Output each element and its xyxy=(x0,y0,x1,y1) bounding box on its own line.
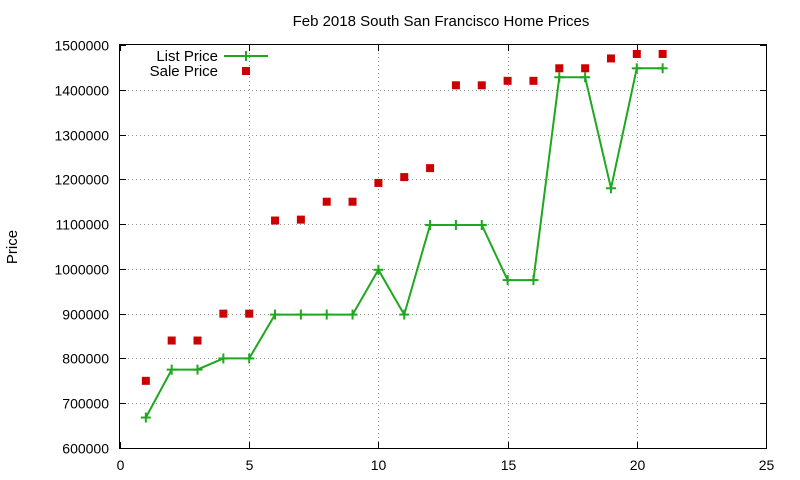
legend-marker-list-price xyxy=(241,51,251,61)
x-tick-label: 15 xyxy=(501,457,517,473)
y-tick-label: 1500000 xyxy=(54,38,109,54)
list-price-point xyxy=(166,364,177,375)
sale-price-point xyxy=(606,54,615,63)
list-price-point xyxy=(321,309,332,320)
list-price-point xyxy=(244,353,255,364)
sale-price-point xyxy=(271,216,280,225)
sale-price-point xyxy=(400,173,409,182)
sale-price-point xyxy=(296,215,305,224)
legend: List Price Sale Price xyxy=(150,48,268,80)
sale-price-point xyxy=(503,76,512,85)
y-tick-label: 700000 xyxy=(62,396,109,412)
x-tick-label: 5 xyxy=(246,457,254,473)
list-price-point xyxy=(580,72,591,83)
y-tick-label: 1200000 xyxy=(54,172,109,188)
sale-price-point xyxy=(477,81,486,90)
grid-lines xyxy=(120,45,766,448)
chart-title: Feb 2018 South San Francisco Home Prices xyxy=(293,13,590,30)
sale-price-point xyxy=(581,64,590,73)
list-price-point xyxy=(270,309,281,320)
list-price-line xyxy=(144,67,663,419)
sale-price-point xyxy=(245,309,254,318)
x-tick-label: 25 xyxy=(759,457,775,473)
sale-price-point xyxy=(374,178,383,187)
y-tick-label: 1400000 xyxy=(54,83,109,99)
plot-frame xyxy=(119,44,767,449)
y-tick-label: 600000 xyxy=(62,441,109,457)
sale-price-point xyxy=(141,376,150,385)
axis-ticks: 0 5 10 15 20 25 600000 700000 800000 900000 100000… xyxy=(54,38,774,474)
list-price-point xyxy=(399,309,410,320)
y-tick-label: 1300000 xyxy=(54,128,109,144)
list-price-point xyxy=(347,309,358,320)
sale-price-point xyxy=(167,336,176,345)
sale-price-point xyxy=(193,336,202,345)
list-price-point xyxy=(295,309,306,320)
x-tick-label: 20 xyxy=(630,457,646,473)
list-price-point xyxy=(450,220,461,231)
sale-price-point xyxy=(426,164,435,173)
sale-price-point xyxy=(529,76,538,85)
sale-price-point xyxy=(219,309,228,318)
sale-price-point xyxy=(348,197,357,206)
legend-label-list-price: List Price xyxy=(156,48,218,65)
y-tick-label: 1100000 xyxy=(56,217,110,233)
list-price-point xyxy=(605,183,616,194)
list-price-point xyxy=(140,412,151,423)
list-price-point xyxy=(425,220,436,231)
list-price-point xyxy=(476,220,487,231)
y-tick-label: 800000 xyxy=(62,351,109,367)
list-price-point xyxy=(631,63,642,74)
x-tick-label: 10 xyxy=(371,457,387,473)
legend-marker-sale-price xyxy=(242,67,250,75)
sale-price-point xyxy=(322,197,331,206)
x-tick-label: 0 xyxy=(117,457,125,473)
list-price-point xyxy=(192,364,203,375)
legend-label-sale-price: Sale Price xyxy=(150,63,218,80)
list-price-point xyxy=(502,275,513,286)
list-price-point xyxy=(657,63,668,74)
data-series xyxy=(140,49,668,423)
sale-price-point xyxy=(555,64,564,73)
y-tick-label: 1000000 xyxy=(54,262,109,278)
sale-price-point xyxy=(632,49,641,58)
list-price-point xyxy=(373,264,384,275)
y-axis-label: Price xyxy=(4,230,21,264)
sale-price-point xyxy=(658,49,667,58)
y-tick-label: 900000 xyxy=(62,307,109,323)
sale-price-point xyxy=(451,81,460,90)
list-price-point xyxy=(554,72,565,83)
list-price-point xyxy=(528,275,539,286)
list-price-point xyxy=(218,353,229,364)
